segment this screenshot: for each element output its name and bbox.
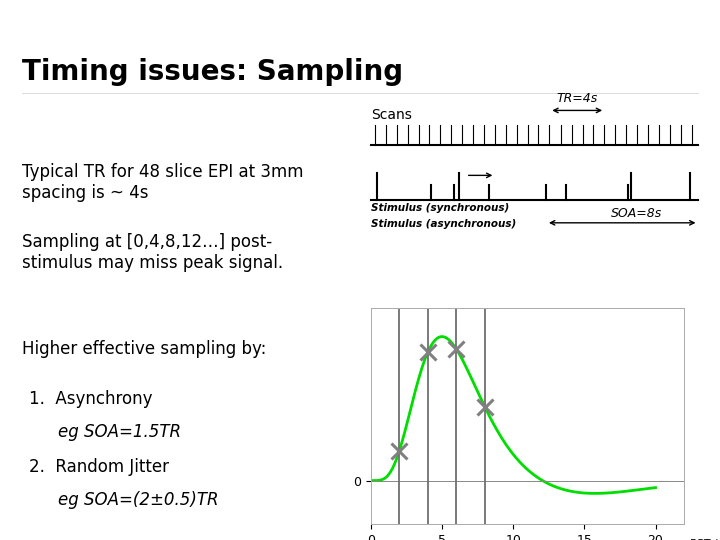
Text: Sampling at [0,4,8,12…] post-
stimulus may miss peak signal.: Sampling at [0,4,8,12…] post- stimulus m…: [22, 233, 283, 272]
Text: Timing issues: Sampling: Timing issues: Sampling: [22, 58, 402, 86]
Text: SPM: SPM: [596, 0, 698, 41]
Text: Stimulus (asynchronous): Stimulus (asynchronous): [371, 219, 516, 229]
Text: 1.  Asynchrony: 1. Asynchrony: [29, 390, 153, 408]
Text: PST (s): PST (s): [690, 539, 720, 540]
Text: Scans: Scans: [371, 108, 412, 122]
Text: Typical TR for 48 slice EPI at 3mm
spacing is ~ 4s: Typical TR for 48 slice EPI at 3mm spaci…: [22, 163, 303, 201]
Text: eg SOA=(2±0.5)TR: eg SOA=(2±0.5)TR: [58, 491, 218, 509]
Text: 2.  Random Jitter: 2. Random Jitter: [29, 457, 168, 476]
Text: eg SOA=1.5TR: eg SOA=1.5TR: [58, 423, 181, 441]
Text: TR=4s: TR=4s: [557, 92, 598, 105]
Text: ✠: ✠: [617, 11, 629, 25]
Text: SOA=8s: SOA=8s: [611, 207, 662, 220]
Text: Higher effective sampling by:: Higher effective sampling by:: [22, 340, 266, 358]
Text: Stimulus (synchronous): Stimulus (synchronous): [371, 203, 509, 213]
